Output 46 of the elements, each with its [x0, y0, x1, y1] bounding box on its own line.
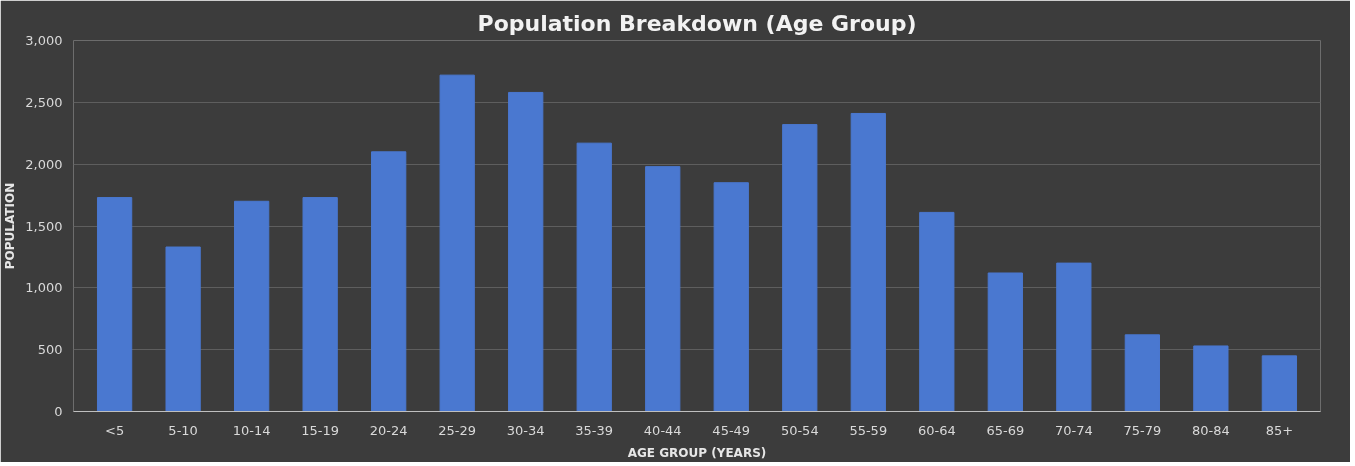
- bar: [302, 197, 338, 412]
- x-tick-label: 45-49: [712, 422, 751, 438]
- bar: [713, 182, 749, 412]
- bar: [919, 211, 955, 412]
- x-tick-label: 5-10: [168, 422, 198, 438]
- x-tick-label: 25-29: [438, 422, 477, 438]
- y-tick-label: 1,500: [25, 218, 63, 234]
- x-tick-label: 65-69: [986, 422, 1025, 438]
- y-tick-label: 2,500: [25, 94, 63, 110]
- bar: [576, 142, 612, 412]
- y-tick-label: 1,000: [25, 280, 63, 296]
- y-axis-title: POPULATION: [3, 182, 18, 270]
- x-axis-title: AGE GROUP (YEARS): [627, 445, 767, 460]
- x-tick-label: 60-64: [917, 422, 956, 438]
- bar: [987, 272, 1023, 412]
- bar: [1261, 355, 1298, 412]
- bar: [439, 74, 475, 412]
- bar: [782, 124, 818, 412]
- x-tick-label: <5: [105, 422, 125, 438]
- x-tick-label: 75-79: [1123, 422, 1162, 438]
- x-tick-label: 35-39: [575, 422, 614, 438]
- x-tick-label: 10-14: [232, 422, 271, 438]
- bar: [165, 246, 201, 412]
- bar: [1056, 262, 1092, 412]
- chart-title: Population Breakdown (Age Group): [477, 10, 917, 36]
- x-tick-label: 70-74: [1054, 422, 1093, 438]
- x-tick-label: 40-44: [643, 422, 682, 438]
- x-tick-label: 20-24: [369, 422, 408, 438]
- x-tick-label: 85+: [1265, 422, 1294, 438]
- x-tick-label: 30-34: [506, 422, 545, 438]
- y-tick-label: 500: [37, 342, 63, 358]
- bar: [371, 151, 407, 412]
- y-tick-label: 0: [54, 404, 63, 419]
- bar: [96, 197, 133, 412]
- y-tick-label: 2,000: [25, 156, 63, 172]
- x-tick-label: 50-54: [780, 422, 819, 438]
- x-tick-label: 15-19: [301, 422, 340, 438]
- bar: [850, 112, 886, 412]
- bar: [234, 200, 270, 412]
- bar: [1124, 334, 1160, 412]
- bar: [508, 91, 544, 412]
- bar: [645, 166, 681, 412]
- bar: [1193, 345, 1229, 412]
- x-tick-label: 80-84: [1191, 422, 1230, 438]
- x-tick-label: 55-59: [849, 422, 888, 438]
- y-tick-label: 3,000: [25, 33, 63, 48]
